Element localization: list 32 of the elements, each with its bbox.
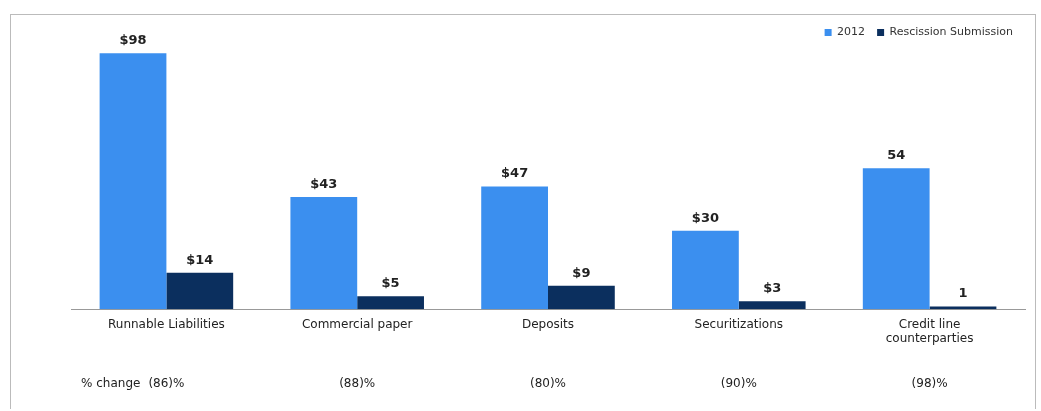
bar — [548, 285, 615, 310]
data-label: $9 — [572, 264, 591, 280]
x-tick-label: Commercial paper — [301, 316, 413, 331]
data-label: $3 — [763, 280, 782, 296]
x-tick-label: Securitizations — [694, 316, 783, 331]
bar — [290, 196, 358, 310]
text: (86)% — [148, 376, 185, 391]
text: (90)% — [720, 376, 757, 391]
data-label: $5 — [381, 275, 400, 291]
legend-label: Rescission Submission — [889, 25, 1014, 39]
data-label: $98 — [119, 32, 147, 48]
bar — [862, 168, 930, 310]
x-tick-label: Credit line counterparties — [885, 316, 974, 345]
text: (98)% — [911, 376, 948, 391]
data-label: $47 — [501, 165, 529, 181]
data-label: $43 — [310, 175, 338, 191]
bar — [738, 301, 806, 310]
text: (80)% — [529, 376, 567, 391]
legend-label: 2012 — [837, 25, 866, 39]
bar — [357, 296, 424, 310]
bar — [672, 230, 739, 310]
text: % change — [81, 376, 141, 391]
data-label: 1 — [958, 285, 968, 301]
data-label: 54 — [887, 147, 906, 163]
bar — [481, 186, 548, 310]
x-tick-label: Runnable Liabilities — [108, 316, 225, 331]
data-label: $30 — [691, 209, 719, 225]
bar — [166, 272, 234, 310]
x-tick-label: Deposits — [521, 316, 575, 331]
bar — [99, 53, 167, 310]
text: (88)% — [339, 376, 376, 391]
data-label: $14 — [186, 251, 214, 267]
